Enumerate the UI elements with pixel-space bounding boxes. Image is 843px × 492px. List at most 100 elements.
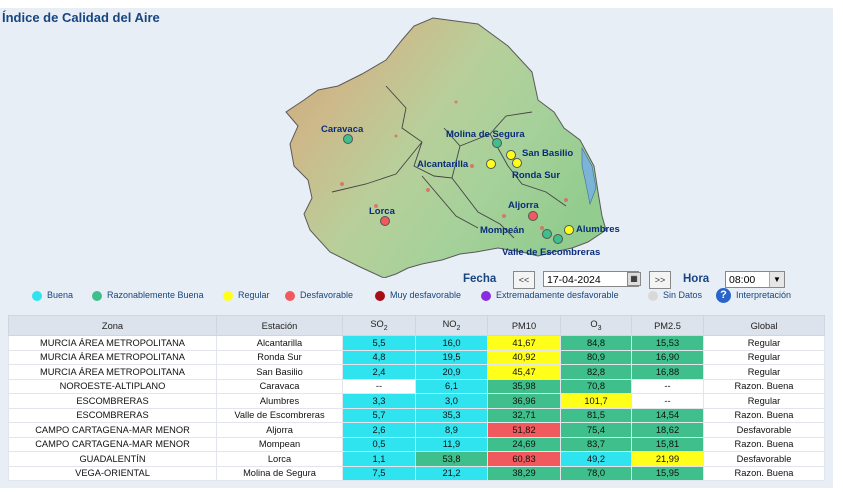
station-label-lorca[interactable]: Lorca — [369, 206, 395, 217]
coastline-lagoon — [581, 146, 597, 206]
cell-so2: 7,5 — [342, 465, 416, 481]
previous-date-button[interactable]: << — [513, 271, 535, 289]
cell-so2: 0,5 — [342, 436, 416, 452]
cell-no2: 8,9 — [415, 422, 488, 438]
station-marker-molina-de-segura[interactable] — [492, 138, 502, 148]
station-marker-alumbres[interactable] — [564, 225, 574, 235]
station-marker-alcantarilla[interactable] — [486, 159, 496, 169]
cell-estacion: Aljorra — [216, 422, 343, 438]
station-label-san-basilio[interactable]: San Basilio — [522, 148, 574, 159]
column-header-estacion[interactable]: Estación — [216, 315, 343, 336]
table-row[interactable]: MURCIA ÁREA METROPOLITANA San Basilio 2,… — [8, 364, 825, 380]
cell-o3: 84,8 — [560, 335, 632, 351]
help-icon[interactable]: ? — [716, 288, 731, 303]
column-header-o3[interactable]: O3 — [560, 315, 632, 336]
cell-estacion: Lorca — [216, 451, 343, 467]
station-label-mompean[interactable]: Mompeán — [480, 225, 525, 236]
table-row[interactable]: ESCOMBRERAS Valle de Escombreras 5,7 35,… — [8, 407, 825, 423]
station-marker-mompean[interactable] — [542, 229, 552, 239]
station-label-caravaca[interactable]: Caravaca — [321, 124, 364, 135]
table-row[interactable]: MURCIA ÁREA METROPOLITANA Ronda Sur 4,8 … — [8, 349, 825, 365]
cell-o3: 81,5 — [560, 407, 632, 423]
table-row[interactable]: GUADALENTÍN Lorca 1,1 53,8 60,83 49,2 21… — [8, 451, 825, 467]
cell-so2: 1,1 — [342, 451, 416, 467]
cell-zona: MURCIA ÁREA METROPOLITANA — [8, 364, 217, 380]
cell-global: Regular — [703, 393, 825, 409]
cell-pm25: 21,99 — [631, 451, 704, 467]
cell-pm10: 60,83 — [487, 451, 561, 467]
table-row[interactable]: VEGA-ORIENTAL Molina de Segura 7,5 21,2 … — [8, 465, 825, 481]
column-header-zona[interactable]: Zona — [8, 315, 217, 336]
column-header-no2[interactable]: NO2 — [415, 315, 488, 336]
time-select[interactable]: 08:00 ▼ — [725, 271, 785, 288]
cell-o3: 49,2 — [560, 451, 632, 467]
legend-item-buena: Buena — [32, 290, 73, 301]
cell-pm25: -- — [631, 393, 704, 409]
cell-zona: MURCIA ÁREA METROPOLITANA — [8, 335, 217, 351]
legend-item-regular: Regular — [223, 290, 270, 301]
station-label-molina-de-segura[interactable]: Molina de Segura — [446, 129, 525, 140]
legend-swatch-razonablemente-buena — [92, 290, 102, 301]
station-label-ronda-sur[interactable]: Ronda Sur — [512, 170, 561, 181]
column-header-global[interactable]: Global — [703, 315, 825, 336]
legend-swatch-buena — [32, 290, 42, 301]
station-marker-aljorra[interactable] — [528, 211, 538, 221]
time-select-value: 08:00 — [729, 274, 756, 286]
column-header-so2[interactable]: SO2 — [342, 315, 416, 336]
interpretacion-link[interactable]: ? Interpretación — [716, 288, 791, 303]
region-map-graphic — [285, 17, 607, 279]
table-header-row: Zona Estación SO2 NO2 PM10 O3 PM2.5 Glob… — [8, 315, 825, 336]
table-row[interactable]: MURCIA ÁREA METROPOLITANA Alcantarilla 5… — [8, 335, 825, 351]
cell-estacion: Valle de Escombreras — [216, 407, 343, 423]
table-row[interactable]: CAMPO CARTAGENA-MAR MENOR Mompean 0,5 11… — [8, 436, 825, 452]
cell-o3: 101,7 — [560, 393, 632, 409]
page-title: Índice de Calidad del Aire — [2, 10, 160, 25]
cell-pm10: 38,29 — [487, 465, 561, 481]
cell-zona: ESCOMBRERAS — [8, 407, 217, 423]
legend-item-muy-desfavorable: Muy desfavorable — [375, 290, 461, 301]
station-marker-san-basilio[interactable] — [506, 150, 516, 160]
station-label-valle-de-escombreras[interactable]: Valle de Escombreras — [502, 247, 601, 258]
cell-pm10: 32,71 — [487, 407, 561, 423]
region-map — [246, 16, 626, 279]
cell-pm25: 14,54 — [631, 407, 704, 423]
cell-o3: 82,8 — [560, 364, 632, 380]
date-input[interactable]: 17-04-2024 — [543, 271, 639, 287]
table-row[interactable]: CAMPO CARTAGENA-MAR MENOR Aljorra 2,6 8,… — [8, 422, 825, 438]
table-row[interactable]: ESCOMBRERAS Alumbres 3,3 3,0 36,96 101,7… — [8, 393, 825, 409]
cell-zona: VEGA-ORIENTAL — [8, 465, 217, 481]
urban-areas — [340, 100, 568, 230]
cell-o3: 80,9 — [560, 349, 632, 365]
legend-swatch-desfavorable — [285, 290, 295, 301]
cell-pm25: 15,95 — [631, 465, 704, 481]
station-marker-caravaca[interactable] — [343, 134, 353, 144]
station-label-alumbres[interactable]: Alumbres — [576, 224, 620, 235]
column-header-pm25[interactable]: PM2.5 — [631, 315, 704, 336]
station-marker-lorca[interactable] — [380, 216, 390, 226]
legend-item-sin-datos: Sin Datos — [648, 290, 702, 301]
region-shape — [285, 17, 607, 279]
cell-o3: 70,8 — [560, 378, 632, 394]
station-marker-ronda-sur[interactable] — [512, 158, 522, 168]
cell-zona: GUADALENTÍN — [8, 451, 217, 467]
legend-swatch-extremadamente-desfavorable — [481, 290, 491, 301]
legend-item-razonablemente-buena: Razonablemente Buena — [92, 290, 204, 301]
cell-estacion: San Basilio — [216, 364, 343, 380]
legend-swatch-regular — [223, 290, 233, 301]
cell-pm10: 40,92 — [487, 349, 561, 365]
cell-estacion: Ronda Sur — [216, 349, 343, 365]
station-marker-valle-de-escombreras[interactable] — [553, 234, 563, 244]
cell-pm10: 36,96 — [487, 393, 561, 409]
calendar-icon[interactable]: ▦ — [627, 272, 641, 286]
column-header-pm10[interactable]: PM10 — [487, 315, 561, 336]
cell-no2: 35,3 — [415, 407, 488, 423]
station-label-aljorra[interactable]: Aljorra — [508, 200, 539, 211]
cell-no2: 6,1 — [415, 378, 488, 394]
cell-estacion: Caravaca — [216, 378, 343, 394]
station-label-alcantarilla[interactable]: Alcantarilla — [417, 159, 469, 170]
table-row[interactable]: NOROESTE-ALTIPLANO Caravaca -- 6,1 35,98… — [8, 378, 825, 394]
chevron-down-icon[interactable]: ▼ — [769, 272, 784, 287]
cell-pm25: 16,90 — [631, 349, 704, 365]
next-date-button[interactable]: >> — [649, 271, 671, 289]
cell-pm25: 18,62 — [631, 422, 704, 438]
